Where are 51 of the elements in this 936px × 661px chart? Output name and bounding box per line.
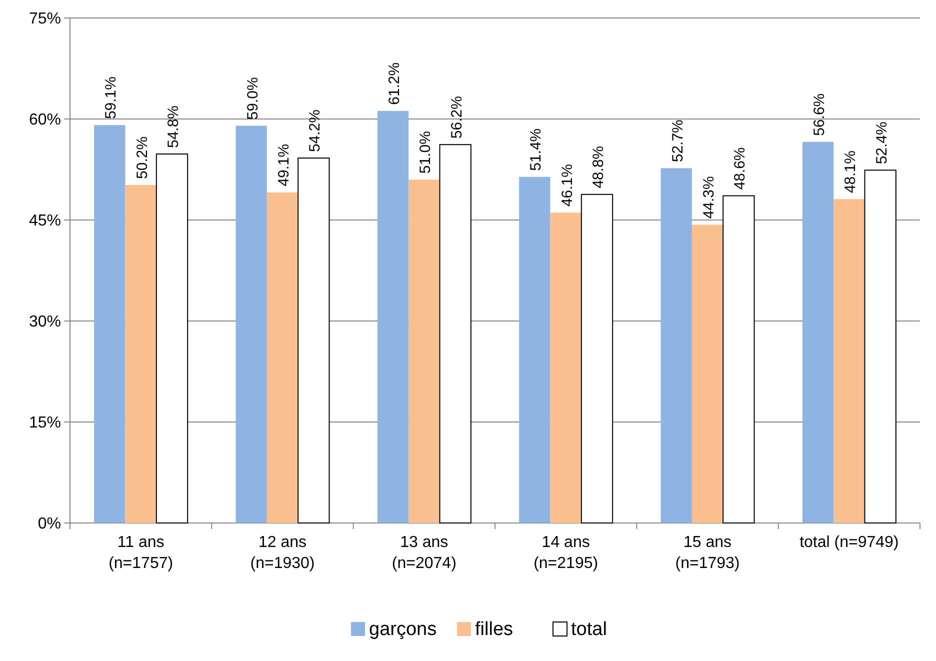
data-label: 59.1% xyxy=(102,76,120,120)
data-label: 50.2% xyxy=(134,136,151,179)
bar xyxy=(692,224,724,523)
data-label: 48.1% xyxy=(842,150,860,194)
data-label: 59.0% xyxy=(244,77,262,120)
bar xyxy=(156,154,188,524)
x-tick-label: 12 ans (n=1930) xyxy=(250,534,315,572)
x-tick-label: total (n=9749) xyxy=(800,534,899,551)
bar xyxy=(236,126,267,523)
data-label: 48.8% xyxy=(590,146,607,188)
data-label: 56.2% xyxy=(448,96,466,139)
legend-label: garçons xyxy=(369,619,437,640)
bar xyxy=(660,168,692,523)
bar xyxy=(266,192,298,523)
y-tick-label: 15% xyxy=(28,414,61,432)
x-tick-label: 13 ans (n=2074) xyxy=(392,534,456,572)
y-tick-label: 30% xyxy=(28,314,61,331)
bar xyxy=(298,158,330,524)
bar xyxy=(519,176,550,523)
bar xyxy=(722,195,755,524)
bar xyxy=(802,142,834,523)
y-tick-label: 60% xyxy=(28,112,61,129)
bar xyxy=(834,199,865,523)
bar xyxy=(439,144,472,524)
data-label: 52.4% xyxy=(873,122,890,164)
bar xyxy=(864,170,896,524)
y-tick-label: 45% xyxy=(28,212,61,230)
y-tick-label: 75% xyxy=(28,10,61,28)
data-label: 44.3% xyxy=(700,176,718,219)
bar xyxy=(377,110,409,523)
data-label: 52.7% xyxy=(669,120,686,162)
data-label: 51.4% xyxy=(528,128,545,171)
legend-label: total xyxy=(571,619,607,640)
x-tick-label: 11 ans (n=1757) xyxy=(108,534,174,572)
data-label: 51.0% xyxy=(417,131,434,174)
data-label: 48.6% xyxy=(732,147,749,190)
data-label: 61.2% xyxy=(386,62,403,105)
data-label: 46.1% xyxy=(558,164,576,207)
data-label: 49.1% xyxy=(276,144,292,186)
legend-label: filles xyxy=(475,619,514,640)
data-label: 54.2% xyxy=(306,110,324,152)
bar xyxy=(125,184,156,523)
x-tick-label: 14 ans (n=2195) xyxy=(534,534,598,572)
data-label: 54.8% xyxy=(165,105,182,148)
bar xyxy=(550,212,582,523)
y-tick-label: 0% xyxy=(38,516,61,533)
data-label: 56.6% xyxy=(811,93,828,136)
bar xyxy=(94,125,126,523)
bar xyxy=(408,180,440,523)
bar xyxy=(580,194,614,524)
x-tick-label: 15 ans (n=1793) xyxy=(675,534,740,572)
